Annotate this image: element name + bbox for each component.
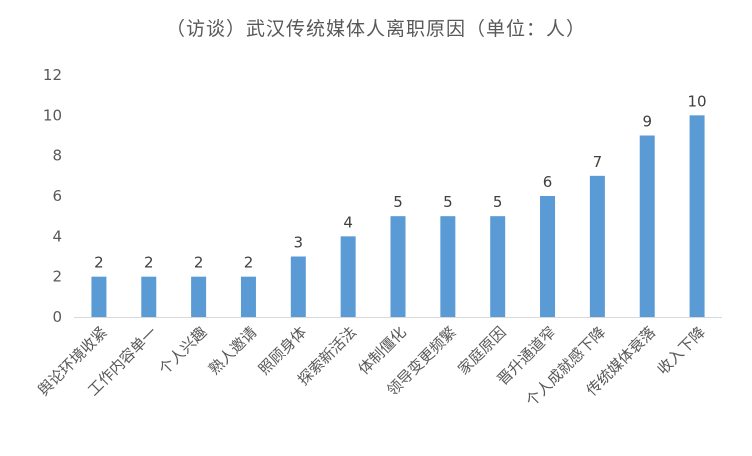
bar [689,115,705,317]
chart-title: （访谈）武汉传统媒体人离职原因（单位：人） [165,18,586,40]
y-tick-label: 4 [52,227,62,245]
bar [440,216,456,317]
bar [240,276,256,317]
y-tick-label: 6 [52,187,62,205]
bar [639,135,655,317]
y-tick-label: 0 [52,308,62,326]
bar [91,276,107,317]
x-tick-label: 个人兴趣 [155,323,210,378]
y-tick-label: 10 [43,106,62,124]
bar [390,216,406,317]
data-label: 2 [244,254,254,272]
y-tick-label: 2 [52,268,62,286]
data-label: 6 [543,173,553,191]
x-tick-label: 收入下降 [654,323,709,378]
data-label: 5 [393,193,403,211]
data-label: 5 [443,193,453,211]
bar [490,216,506,317]
bar [290,256,306,317]
data-label: 2 [194,254,204,272]
bar [540,196,556,317]
data-label: 5 [493,193,503,211]
data-label: 2 [94,254,104,272]
y-tick-label: 8 [52,147,62,165]
data-label: 3 [294,234,304,252]
y-tick-label: 12 [43,66,62,84]
data-label: 9 [642,113,652,131]
bar [340,236,356,317]
bar [191,276,207,317]
data-label: 4 [343,213,353,231]
bar [141,276,157,317]
bar [589,175,605,317]
data-label: 2 [144,254,154,272]
x-tick-label: 熟人邀请 [205,323,260,378]
data-label: 7 [593,153,603,171]
data-label: 10 [688,92,707,110]
